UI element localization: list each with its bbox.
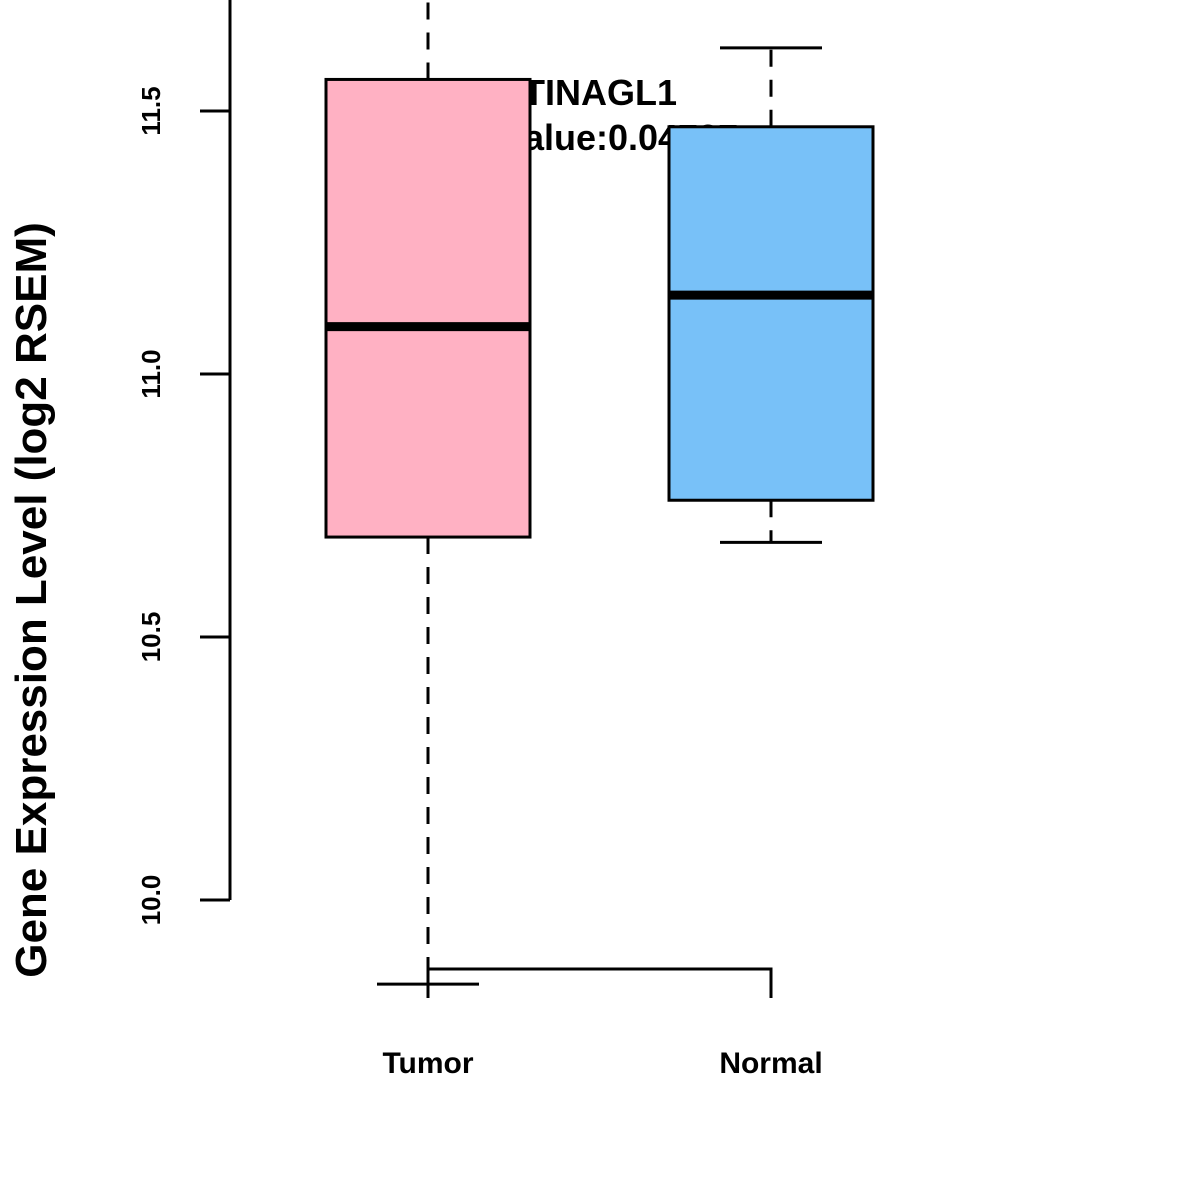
y-tick-label: 10.0 [136,875,166,926]
y-tick-label: 11.0 [136,349,166,398]
y-tick-label: 10.5 [136,612,166,663]
boxes-layer [324,0,875,986]
iqr-box [667,125,875,502]
y-axis: 10.010.511.011.512.012.5 [136,0,232,926]
category-label-tumor: Tumor [382,1047,473,1080]
chart-title: TINAGL1 [523,72,677,113]
iqr-box [324,77,532,539]
bracket-path [426,967,773,998]
box-group-normal [667,46,875,544]
category-label-normal: Normal [719,1047,822,1080]
significance-bracket [426,967,773,998]
y-axis-title: Gene Expression Level (log2 RSEM) [7,222,56,978]
category-labels: Tumor Normal [382,1047,822,1080]
box-group-tumor [324,0,532,986]
y-tick-label: 11.5 [136,86,166,135]
